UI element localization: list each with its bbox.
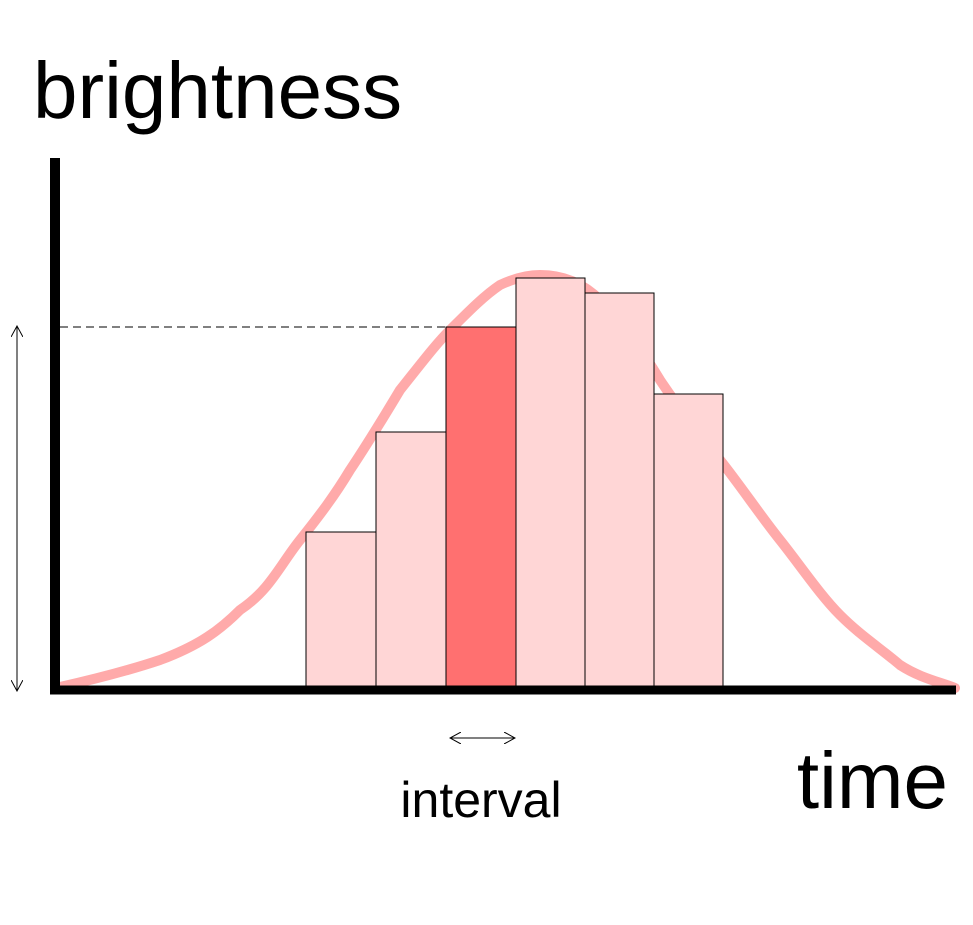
x-axis-title: time bbox=[797, 736, 948, 825]
bars bbox=[305, 277, 724, 690]
bar-highlight bbox=[445, 326, 517, 690]
interval-label: interval bbox=[400, 772, 561, 828]
bar bbox=[305, 531, 377, 690]
bar bbox=[515, 277, 586, 690]
bar bbox=[375, 431, 447, 690]
bar bbox=[584, 292, 655, 690]
bar bbox=[653, 393, 724, 690]
y-axis-title: brightness bbox=[33, 46, 402, 135]
brightness-curve bbox=[55, 269, 960, 693]
